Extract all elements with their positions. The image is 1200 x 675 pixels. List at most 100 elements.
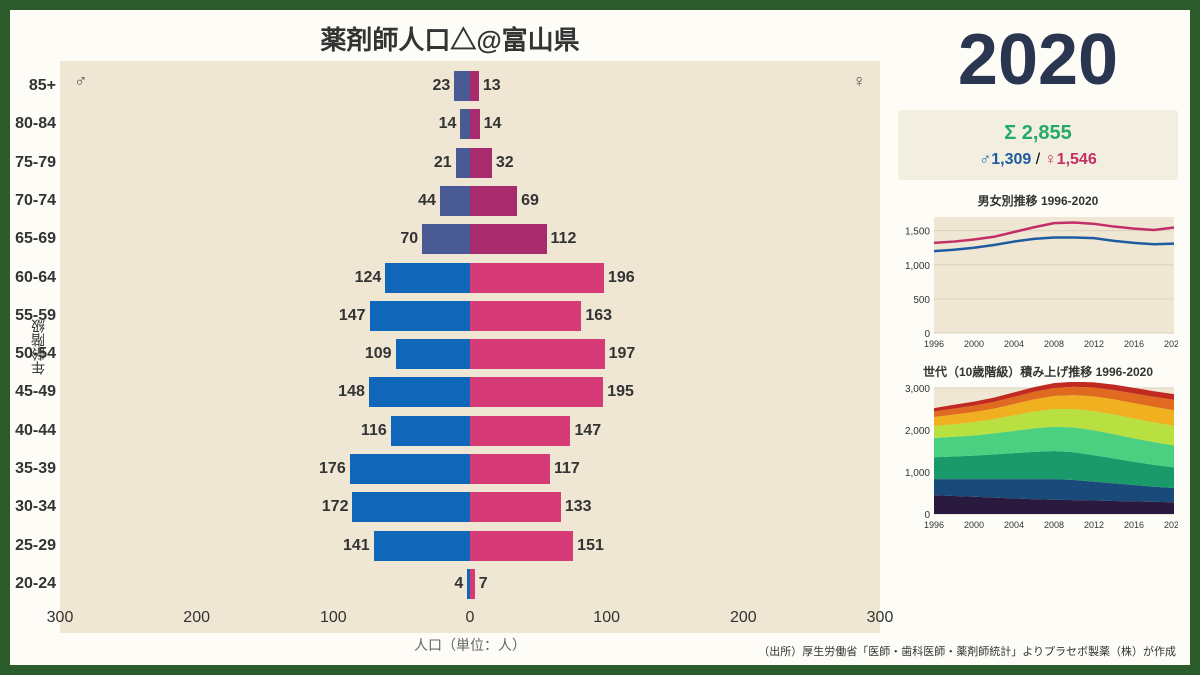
female-bar <box>470 71 479 101</box>
male-bar <box>456 148 470 178</box>
svg-text:2000: 2000 <box>964 520 984 530</box>
age-label: 60-64 <box>10 260 60 296</box>
pyramid-row: 116147 <box>60 413 880 449</box>
svg-text:1,500: 1,500 <box>905 227 930 238</box>
svg-text:3,000: 3,000 <box>905 384 930 395</box>
svg-text:2004: 2004 <box>1004 520 1024 530</box>
female-value: 163 <box>581 307 616 325</box>
pyramid-rows: 2313141421324469701121241961471631091971… <box>60 67 880 603</box>
svg-text:2016: 2016 <box>1124 520 1144 530</box>
age-label: 20-24 <box>10 566 60 602</box>
summary-box: Σ 2,855 ♂1,309 / ♀1,546 <box>898 110 1178 180</box>
male-count: ♂1,309 <box>979 151 1031 168</box>
female-bar <box>470 301 581 331</box>
male-value: 14 <box>435 115 461 133</box>
pyramid-row: 147163 <box>60 298 880 334</box>
female-value: 147 <box>570 422 605 440</box>
age-label: 30-34 <box>10 489 60 525</box>
svg-text:1,000: 1,000 <box>905 261 930 272</box>
svg-text:1,000: 1,000 <box>905 468 930 479</box>
svg-text:2008: 2008 <box>1044 339 1064 349</box>
female-bar <box>470 186 517 216</box>
pyramid-row: 4469 <box>60 183 880 219</box>
x-axis: 3002001000100200300 <box>60 605 880 633</box>
age-label: 50-54 <box>10 336 60 372</box>
age-label: 35-39 <box>10 451 60 487</box>
x-tick: 300 <box>47 609 74 627</box>
pyramid-row: 124196 <box>60 260 880 296</box>
left-panel: 薬剤師人口△@富山県 年齢階級 85+80-8475-7970-7465-696… <box>10 10 890 665</box>
male-value: 141 <box>339 537 374 555</box>
x-tick: 100 <box>593 609 620 627</box>
x-tick: 0 <box>466 609 475 627</box>
female-bar <box>470 148 492 178</box>
female-bar <box>470 263 604 293</box>
chart-title: 薬剤師人口△@富山県 <box>10 20 890 57</box>
male-bar <box>391 416 470 446</box>
male-value: 21 <box>430 154 456 172</box>
male-bar <box>460 109 470 139</box>
svg-text:2000: 2000 <box>964 339 984 349</box>
female-bar <box>470 531 573 561</box>
x-tick: 300 <box>867 609 894 627</box>
area-chart-svg: 01,0002,0003,000199620002004200820122016… <box>898 382 1178 532</box>
year-display: 2020 <box>898 24 1178 96</box>
male-bar <box>454 71 470 101</box>
svg-text:2,000: 2,000 <box>905 426 930 437</box>
male-value: 23 <box>429 77 455 95</box>
pyramid-row: 176 117 <box>60 451 880 487</box>
male-value: 109 <box>361 345 396 363</box>
age-label: 85+ <box>10 68 60 104</box>
female-bar <box>470 109 480 139</box>
male-value: 70 <box>396 230 422 248</box>
male-value: 44 <box>414 192 440 210</box>
age-label: 75-79 <box>10 145 60 181</box>
x-tick: 200 <box>730 609 757 627</box>
svg-text:1996: 1996 <box>924 520 944 530</box>
total-count: Σ 2,855 <box>908 118 1168 148</box>
gender-split: ♂1,309 / ♀1,546 <box>908 148 1168 172</box>
male-value: 172 <box>318 498 353 516</box>
male-bar <box>369 377 470 407</box>
area-chart-title: 世代（10歳階級）積み上げ推移 1996-2020 <box>898 363 1178 380</box>
svg-text:500: 500 <box>913 295 930 306</box>
age-label: 70-74 <box>10 183 60 219</box>
female-value: 195 <box>603 383 638 401</box>
pyramid-row: 172133 <box>60 489 880 525</box>
pyramid-row: 141151 <box>60 528 880 564</box>
svg-text:2020: 2020 <box>1164 520 1178 530</box>
pyramid-row: 14 14 <box>60 106 880 142</box>
male-value: 176 <box>315 460 350 478</box>
area-chart: 世代（10歳階級）積み上げ推移 1996-2020 01,0002,0003,0… <box>898 363 1178 532</box>
female-value: 7 <box>475 575 492 593</box>
frame: 薬剤師人口△@富山県 年齢階級 85+80-8475-7970-7465-696… <box>0 0 1200 675</box>
female-bar <box>470 377 603 407</box>
age-labels: 85+80-8475-7970-7465-6960-6455-5950-5445… <box>10 67 60 603</box>
svg-text:2012: 2012 <box>1084 520 1104 530</box>
female-count: ♀1,546 <box>1045 151 1097 168</box>
age-label: 25-29 <box>10 528 60 564</box>
female-value: 112 <box>547 230 581 248</box>
right-panel: 2020 Σ 2,855 ♂1,309 / ♀1,546 男女別推移 1996-… <box>890 10 1190 665</box>
pyramid-area: ♂ ♀ 231314142132446970112124196147163109… <box>60 61 880 633</box>
male-bar <box>350 454 470 484</box>
male-bar <box>422 224 470 254</box>
female-value: 117 <box>550 460 584 478</box>
svg-text:1996: 1996 <box>924 339 944 349</box>
female-value: 14 <box>480 115 506 133</box>
pyramid-row: 47 <box>60 566 880 602</box>
x-tick: 100 <box>320 609 347 627</box>
female-bar <box>470 454 550 484</box>
x-axis-label: 人口（単位：人） <box>414 635 526 655</box>
female-bar <box>470 416 570 446</box>
male-bar <box>385 263 470 293</box>
male-bar <box>370 301 470 331</box>
pyramid-wrap: 年齢階級 85+80-8475-7970-7465-6960-6455-5950… <box>10 61 890 633</box>
female-value: 32 <box>492 154 518 172</box>
pyramid-row: 2313 <box>60 68 880 104</box>
female-value: 197 <box>605 345 640 363</box>
female-bar <box>470 339 605 369</box>
line-chart-svg: 05001,0001,50019962000200420082012201620… <box>898 211 1178 351</box>
age-label: 65-69 <box>10 221 60 257</box>
male-bar <box>440 186 470 216</box>
